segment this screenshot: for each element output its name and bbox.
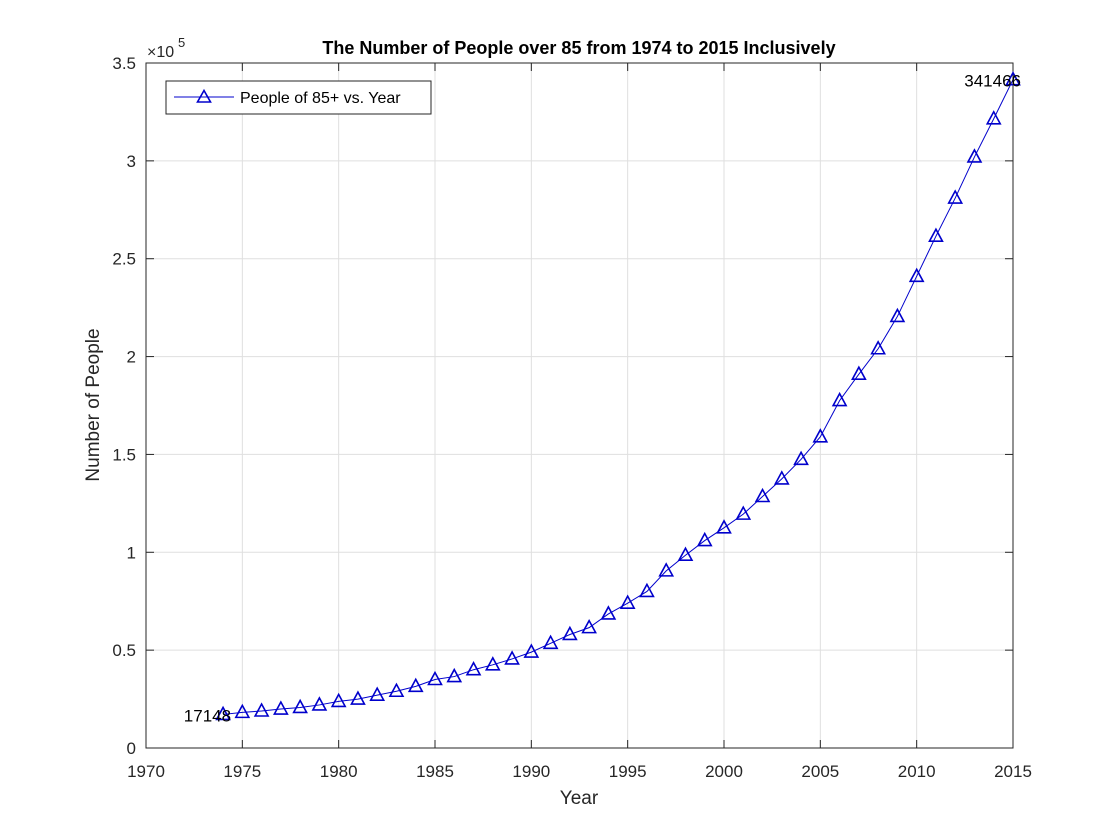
x-tick-label: 2000	[705, 762, 743, 781]
data-point-triangle	[773, 470, 790, 485]
x-tick-label: 2010	[898, 762, 936, 781]
data-point-triangle	[870, 340, 886, 355]
data-point-triangle	[234, 703, 251, 719]
data-point-triangle	[735, 505, 752, 520]
axes-box	[145, 62, 1014, 749]
data-point-triangle	[696, 531, 713, 547]
data-point-triangle	[369, 686, 386, 701]
x-tick-label: 1985	[416, 762, 454, 781]
data-point-triangle	[966, 148, 983, 163]
data-point-triangle	[350, 690, 366, 705]
data-point-triangle	[311, 696, 328, 711]
data-point-triangle	[947, 189, 964, 204]
series-layer	[215, 71, 1021, 721]
data-point-triangle	[484, 656, 501, 671]
data-annotation: 17148	[184, 706, 231, 725]
data-point-triangle	[716, 519, 732, 534]
x-tick-label: 2005	[801, 762, 839, 781]
data-point-triangle	[407, 677, 424, 693]
y-exponent-power: 5	[178, 35, 185, 50]
y-axis-label: Number of People	[83, 328, 104, 481]
y-tick-label: 3.5	[112, 54, 136, 73]
x-tick-label: 2015	[994, 762, 1032, 781]
data-point-triangle	[908, 267, 925, 283]
series-group	[215, 71, 1021, 721]
data-point-triangle	[889, 307, 906, 323]
legend-label: People of 85+ vs. Year	[240, 90, 401, 107]
data-point-triangle	[523, 643, 540, 658]
data-point-triangle	[619, 594, 636, 609]
data-point-triangle	[465, 661, 482, 676]
x-tick-label: 1990	[512, 762, 550, 781]
data-point-triangle	[542, 634, 559, 650]
data-point-triangle	[427, 670, 443, 686]
data-point-triangle	[504, 650, 520, 665]
data-point-triangle	[253, 702, 270, 717]
data-point-triangle	[562, 625, 578, 641]
data-point-triangle	[581, 618, 597, 634]
data-point-triangle	[215, 705, 231, 721]
data-point-triangle	[446, 667, 463, 683]
data-point-triangle	[812, 428, 829, 443]
x-tick-label: 1975	[223, 762, 261, 781]
x-tick-label: 1980	[320, 762, 358, 781]
data-point-triangle	[639, 582, 655, 598]
data-point-triangle	[330, 692, 347, 708]
annotations: 17148 341466	[184, 72, 1021, 726]
x-tick-label: 1995	[609, 762, 647, 781]
y-tick-label: 2.5	[112, 250, 136, 269]
grid	[146, 63, 1013, 748]
data-point-triangle	[754, 487, 771, 503]
y-tick-label: 1	[127, 543, 136, 562]
y-tick-label: 0.5	[112, 641, 136, 660]
data-point-triangle	[388, 682, 405, 698]
data-annotation: 341466	[964, 72, 1021, 91]
data-point-triangle	[677, 546, 694, 562]
y-exponent-base: ×10	[147, 44, 174, 61]
y-tick-label: 2	[127, 348, 136, 367]
data-point-triangle	[658, 562, 675, 577]
y-tick-label: 3	[127, 152, 136, 171]
ticks: 1970 1975 1980 1985 1990 1995 2000 2005 2010 2015…	[112, 54, 1032, 781]
data-point-triangle	[292, 698, 308, 714]
chart-title: The Number of People over 85 from 1974 t…	[322, 38, 835, 58]
data-point-triangle	[600, 605, 617, 620]
y-tick-label: 0	[127, 739, 136, 758]
legend-marker-triangle-icon	[196, 88, 212, 103]
y-tick-label: 1.5	[112, 445, 136, 464]
x-tick-label: 1970	[127, 762, 165, 781]
data-point-triangle	[273, 700, 289, 715]
data-point-triangle	[928, 227, 944, 243]
x-axis-label: Year	[560, 788, 599, 809]
y-exponent: ×10 5	[147, 35, 185, 61]
data-point-triangle	[985, 110, 1002, 125]
data-point-triangle	[793, 450, 809, 466]
data-point-triangle	[1005, 71, 1021, 86]
data-point-triangle	[831, 391, 848, 407]
data-point-triangle	[851, 365, 867, 380]
legend: People of 85+ vs. Year	[165, 80, 432, 115]
